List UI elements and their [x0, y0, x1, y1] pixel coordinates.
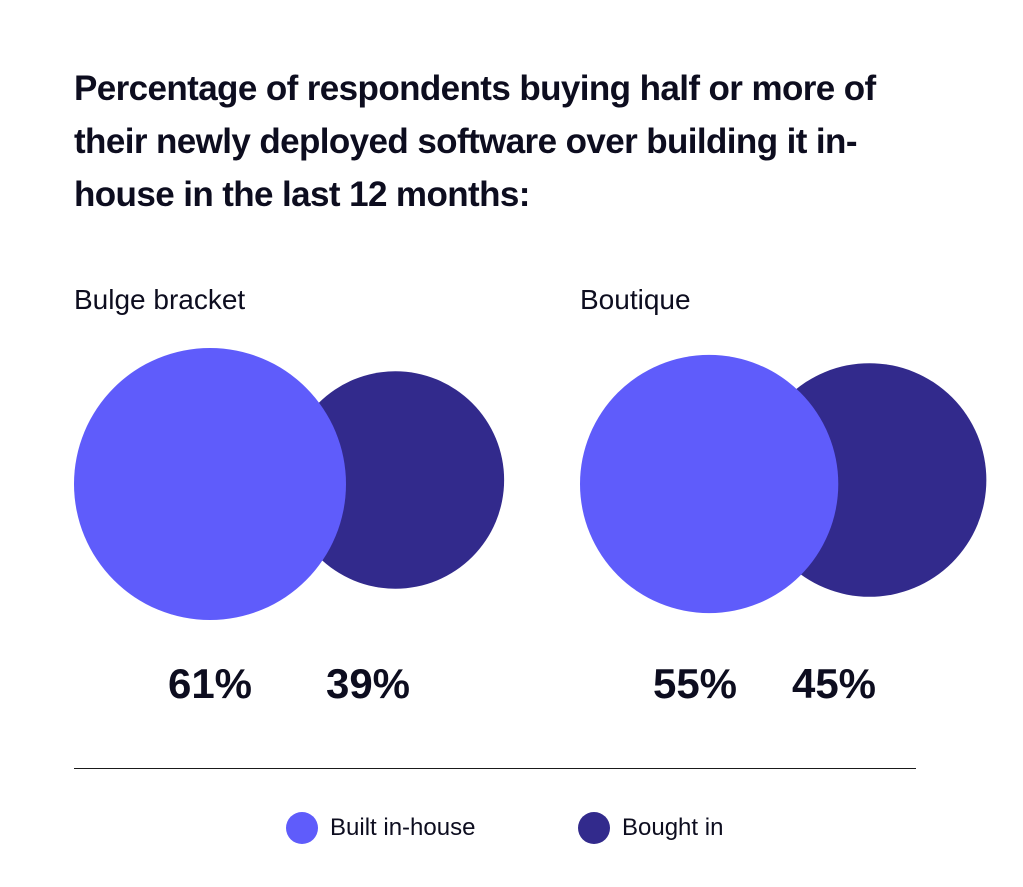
legend-label-bought: Bought in	[622, 814, 724, 841]
bubble-bulge-built	[74, 348, 346, 620]
bubble-bulge-bought	[286, 371, 505, 589]
group-label-bulge-bracket: Bulge bracket	[74, 284, 246, 315]
legend-item-bought: Bought in	[578, 810, 723, 846]
value-label-boutique-bought: 45%	[791, 660, 877, 707]
bubble-boutique-built	[580, 354, 839, 614]
legend-swatch-built	[286, 812, 318, 844]
value-label-boutique-built: 55%	[652, 660, 738, 707]
legend-label-built: Built in-house	[330, 814, 476, 841]
legend-divider	[74, 768, 916, 769]
legend-swatch-bought	[578, 812, 610, 844]
value-label-bulge-built: 61%	[167, 660, 253, 707]
chart-title: Percentage of respondents buying half or…	[74, 69, 876, 214]
legend-item-built: Built in-house	[286, 810, 475, 846]
value-label-bulge-bought: 39%	[325, 660, 411, 707]
group-label-boutique: Boutique	[580, 284, 691, 315]
